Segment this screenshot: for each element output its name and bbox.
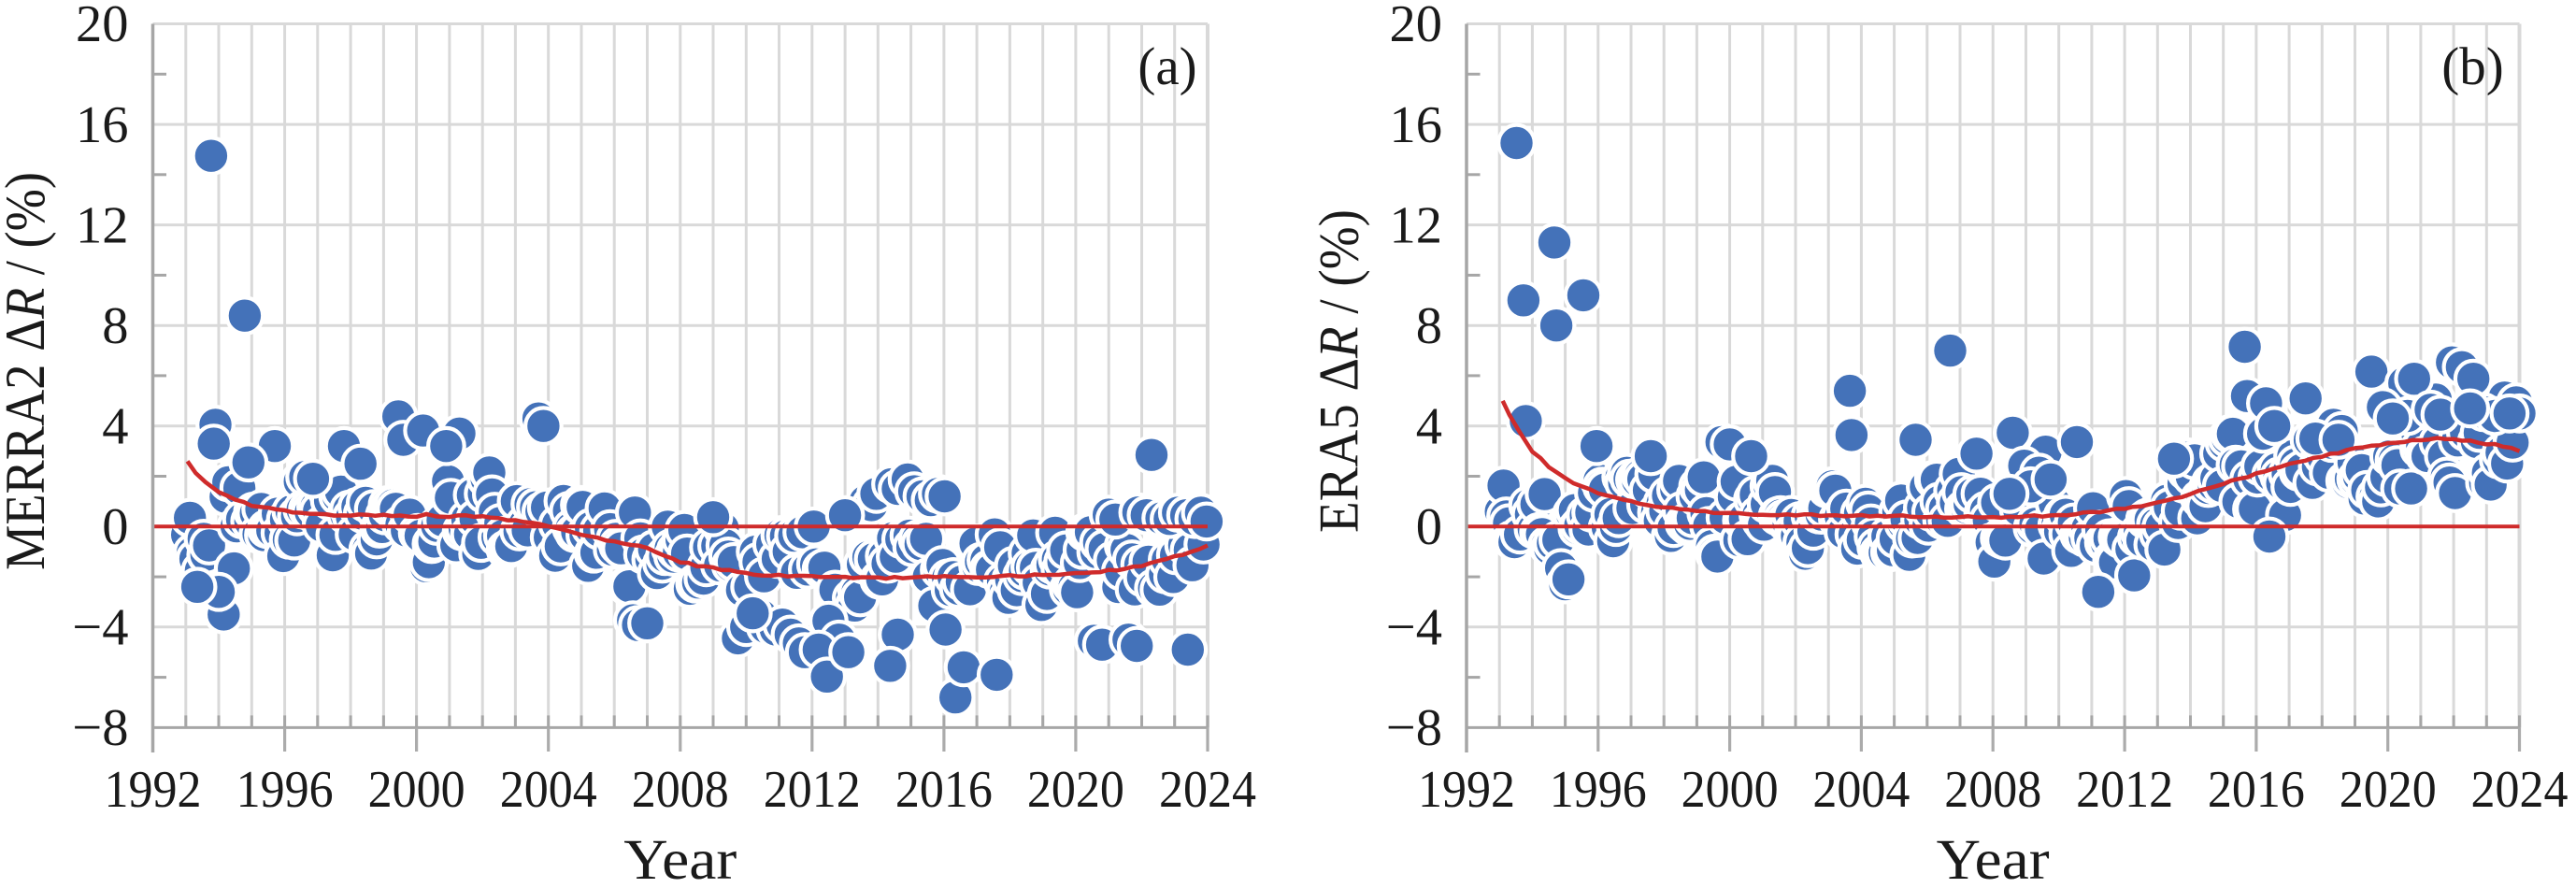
svg-text:12: 12 bbox=[76, 196, 129, 254]
svg-text:0: 0 bbox=[102, 498, 128, 556]
svg-text:8: 8 bbox=[1416, 297, 1442, 355]
svg-text:2000: 2000 bbox=[1682, 761, 1779, 819]
svg-text:1996: 1996 bbox=[236, 761, 334, 819]
svg-text:1992: 1992 bbox=[1418, 761, 1515, 819]
svg-text:2008: 2008 bbox=[632, 761, 729, 819]
svg-text:2012: 2012 bbox=[764, 761, 861, 819]
svg-text:Year: Year bbox=[1937, 829, 2050, 888]
svg-text:8: 8 bbox=[102, 297, 128, 355]
svg-text:−8: −8 bbox=[1386, 699, 1442, 757]
svg-text:4: 4 bbox=[1416, 397, 1442, 455]
svg-text:(b): (b) bbox=[2441, 37, 2503, 96]
svg-text:2000: 2000 bbox=[368, 761, 465, 819]
svg-text:4: 4 bbox=[102, 397, 128, 455]
svg-text:Year: Year bbox=[623, 829, 737, 888]
svg-text:1992: 1992 bbox=[105, 761, 202, 819]
svg-text:20: 20 bbox=[76, 0, 129, 53]
svg-text:2012: 2012 bbox=[2076, 761, 2173, 819]
svg-text:2004: 2004 bbox=[500, 761, 597, 819]
svg-text:0: 0 bbox=[1416, 498, 1442, 556]
svg-text:2004: 2004 bbox=[1812, 761, 1910, 819]
svg-text:−4: −4 bbox=[1386, 599, 1442, 657]
svg-text:(a): (a) bbox=[1138, 37, 1196, 96]
svg-text:ERA5 ΔR / (%): ERA5 ΔR / (%) bbox=[1309, 209, 1370, 533]
svg-text:1996: 1996 bbox=[1550, 761, 1647, 819]
svg-text:20: 20 bbox=[1390, 0, 1443, 53]
svg-text:12: 12 bbox=[1390, 196, 1443, 254]
svg-text:2008: 2008 bbox=[1944, 761, 2041, 819]
svg-text:2016: 2016 bbox=[895, 761, 993, 819]
svg-text:2024: 2024 bbox=[1159, 761, 1256, 819]
svg-text:−4: −4 bbox=[72, 599, 128, 657]
svg-text:2024: 2024 bbox=[2471, 761, 2569, 819]
svg-text:−8: −8 bbox=[72, 699, 128, 757]
svg-text:16: 16 bbox=[76, 96, 129, 154]
svg-text:2020: 2020 bbox=[2340, 761, 2437, 819]
svg-text:2020: 2020 bbox=[1027, 761, 1124, 819]
svg-text:16: 16 bbox=[1390, 96, 1443, 154]
svg-text:2016: 2016 bbox=[2208, 761, 2305, 819]
svg-text:MERRA2 ΔR / (%): MERRA2 ΔR / (%) bbox=[0, 172, 56, 570]
